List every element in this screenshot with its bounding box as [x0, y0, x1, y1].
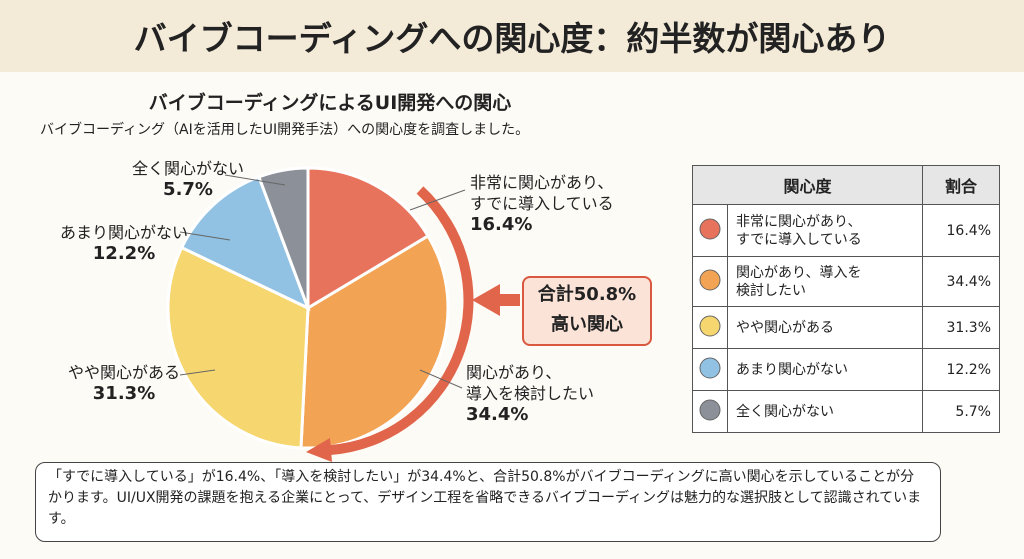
- table: 関心度 割合 非常に関心があり、 すでに導入している 16.4% 関心があり、導入を …: [692, 165, 1000, 433]
- slice-label: やや関心がある 31.3%: [68, 363, 181, 404]
- table-row: 関心があり、導入を 検討したい 34.4%: [692, 256, 1000, 307]
- table-cell: [692, 204, 728, 257]
- table-cell: 全く関心がない: [727, 390, 923, 433]
- leader-lines: [179, 174, 466, 389]
- table-row: 全く関心がない 5.7%: [692, 390, 1000, 433]
- table-cell: [692, 390, 728, 433]
- pie-slice: [166, 245, 310, 450]
- slice-label: 非常に関心があり、 すでに導入している 16.4%: [470, 173, 614, 235]
- pie-slice: [179, 174, 311, 311]
- table-cell: 関心があり、導入を 検討したい: [727, 256, 923, 307]
- table-cell: 5.7%: [922, 390, 1000, 433]
- header-band: [0, 0, 1024, 72]
- row-icon: [699, 399, 721, 420]
- table-header: 関心度: [692, 165, 923, 205]
- table-row: 非常に関心があり、 すでに導入している 16.4%: [692, 204, 1000, 257]
- table-cell: [692, 348, 728, 391]
- slice-label: 関心があり、 導入を検討したい 34.4%: [466, 363, 595, 425]
- row-icon: [699, 315, 721, 336]
- row-icon: [699, 269, 721, 290]
- table-cell: 16.4%: [922, 204, 1000, 257]
- row-icon: [699, 357, 721, 378]
- chart-title: バイブコーディングによるUI開発への関心: [148, 92, 512, 114]
- table-cell: やや関心がある: [727, 306, 923, 349]
- bracket-arrow: [329, 186, 474, 455]
- pie-slice: [256, 166, 310, 309]
- callout: 合計50.8% 高い関心: [522, 276, 652, 346]
- table-header: 割合: [922, 165, 1000, 205]
- row-icon: [699, 218, 721, 239]
- table-row: やや関心がある 31.3%: [692, 306, 1000, 349]
- pointer-arrow: [472, 284, 520, 316]
- table-cell: 34.4%: [922, 256, 1000, 307]
- table-cell: [692, 256, 728, 307]
- page-title: バイブコーディングへの関心度：約半数が関心あり: [133, 19, 891, 58]
- table-cell: 非常に関心があり、 すでに導入している: [727, 204, 923, 257]
- arrowhead: [306, 438, 332, 462]
- table-cell: 31.3%: [922, 306, 1000, 349]
- chart-subtitle: バイブコーディング（AIを活用したUI開発手法）への関心度を調査しました。: [40, 122, 530, 138]
- table-cell: 12.2%: [922, 348, 1000, 391]
- table-cell: あまり関心がない: [727, 348, 923, 391]
- table-cell: [692, 306, 728, 349]
- slice-label: 全く関心がない 5.7%: [132, 159, 245, 200]
- pie-slice: [306, 166, 431, 311]
- summary: 「すでに導入している」が16.4%、「導入を検討したい」が34.4%と、合計50…: [35, 462, 941, 542]
- slice-label: あまり関心がない 12.2%: [60, 223, 189, 264]
- table-row: あまり関心がない 12.2%: [692, 348, 1000, 391]
